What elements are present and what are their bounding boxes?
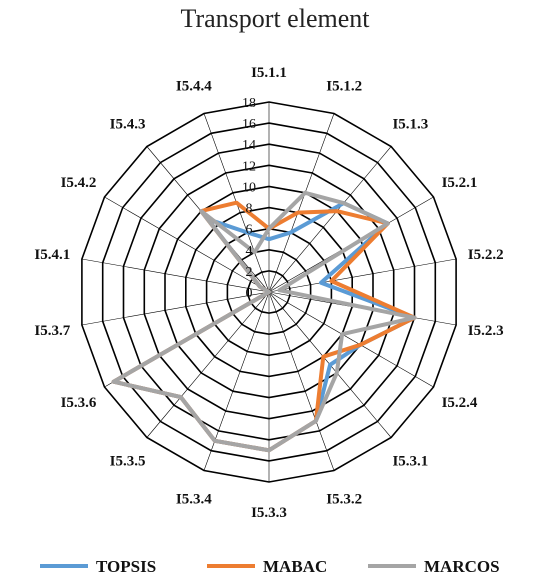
tick-label-8: 8: [246, 202, 253, 217]
axis-label-I5.3.5: I5.3.5: [110, 454, 146, 470]
tick-label-12: 12: [242, 159, 256, 174]
axis-label-I5.4.3: I5.4.3: [110, 117, 146, 133]
axis-label-I5.3.1: I5.3.1: [392, 454, 428, 470]
spoke-I5.4.1: [81, 258, 270, 293]
axis-label-I5.1.1: I5.1.1: [251, 65, 287, 81]
axis-label-I5.2.1: I5.2.1: [442, 175, 478, 191]
axis-label-I5.2.4: I5.2.4: [442, 395, 478, 411]
axis-label-I5.3.2: I5.3.2: [326, 492, 362, 508]
tick-label-14: 14: [242, 138, 256, 153]
tick-label-10: 10: [242, 180, 256, 195]
chart-title: Transport element: [181, 4, 371, 33]
spoke-I5.1.3: [268, 146, 392, 293]
axis-label-I5.2.3: I5.2.3: [468, 323, 504, 339]
series-marcos: [111, 190, 417, 453]
axis-label-I5.3.6: I5.3.6: [61, 395, 97, 411]
spoke-I5.2.4: [268, 291, 434, 388]
legend: TOPSIS MABAC MARCOS: [40, 557, 500, 576]
tick-label-16: 16: [242, 117, 256, 132]
axis-label-I5.2.2: I5.2.2: [468, 247, 504, 263]
legend-label-marcos: MARCOS: [424, 557, 500, 576]
axis-label-I5.4.4: I5.4.4: [176, 78, 212, 94]
axis-label-I5.1.3: I5.1.3: [392, 117, 428, 133]
series-layer: [111, 190, 417, 453]
tick-label-18: 18: [242, 96, 256, 111]
tick-label-6: 6: [246, 223, 253, 238]
legend-item-topsis: TOPSIS: [40, 557, 156, 576]
axis-label-I5.4.1: I5.4.1: [34, 247, 70, 263]
spoke-I5.2.2: [268, 258, 457, 293]
axis-label-I5.4.2: I5.4.2: [61, 175, 97, 191]
axis-label-I5.3.4: I5.3.4: [176, 492, 212, 508]
tick-label-4: 4: [246, 244, 253, 259]
legend-label-mabac: MABAC: [263, 557, 327, 576]
axis-label-layer: I5.1.1 I5.1.2 I5.1.3 I5.2.1 I5.2.2 I5.2.3 I5.2…: [34, 65, 503, 521]
legend-label-topsis: TOPSIS: [96, 557, 156, 576]
axis-label-I5.1.2: I5.1.2: [326, 78, 362, 94]
tick-label-0: 0: [246, 286, 253, 301]
spoke-I5.4.2: [104, 196, 270, 293]
legend-item-marcos: MARCOS: [368, 557, 500, 576]
axis-label-I5.3.7: I5.3.7: [34, 323, 70, 339]
legend-item-mabac: MABAC: [207, 557, 327, 576]
tick-label-2: 2: [246, 265, 253, 280]
axis-label-I5.3.3: I5.3.3: [251, 505, 287, 521]
spoke-I5.3.5: [146, 291, 270, 438]
spoke-I5.1.2: [268, 113, 335, 293]
spoke-I5.3.7: [81, 291, 270, 326]
spoke-I5.3.2: [268, 291, 335, 471]
tick-layer: 0 2 4 6 8 10 12 14 16 18: [242, 96, 256, 301]
